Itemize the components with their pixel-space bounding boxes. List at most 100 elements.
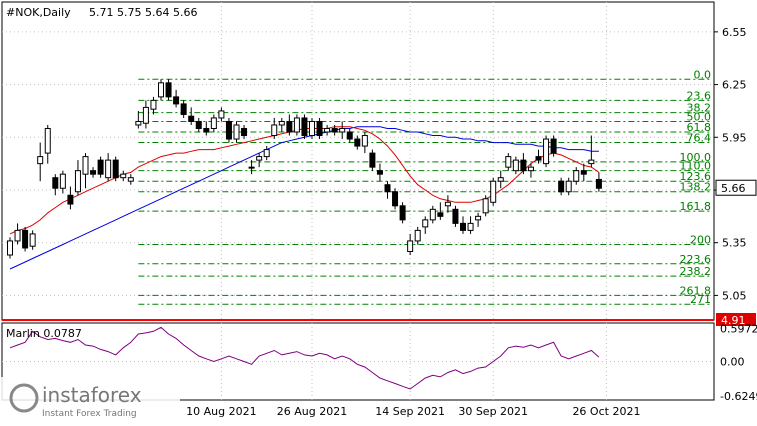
support-price-label: 4.91 [721, 314, 746, 327]
last-price-badge [715, 179, 757, 196]
candle-body [339, 127, 346, 133]
candle-body [52, 177, 59, 189]
fibo-level-label: 61.8 [687, 121, 712, 134]
candle-body [112, 159, 119, 179]
candle-body [105, 159, 112, 179]
candle-body [490, 180, 497, 203]
watermark-logo-icon [9, 383, 39, 413]
candle-body [505, 156, 512, 168]
x-tick-label: 26 Oct 2021 [572, 405, 640, 418]
candle-body [369, 152, 376, 168]
candle-body [354, 138, 361, 147]
candle-body [550, 138, 557, 154]
candle-body [59, 173, 66, 189]
candle-body [97, 159, 104, 175]
fibo-level-label: 110.0 [680, 160, 712, 173]
candle-body [203, 127, 210, 133]
fibo-level-label: 200 [690, 233, 711, 246]
candle-body [467, 222, 474, 231]
y-tick-label: 6.55 [722, 26, 747, 39]
candle-body [520, 159, 527, 172]
candle-body [241, 127, 248, 137]
oscillator-zero-label: 0.00 [720, 356, 745, 369]
fibo-level-label: 123.6 [680, 170, 712, 183]
candle-body [595, 178, 602, 189]
candle-body [535, 156, 542, 161]
symbol-label: #NOK,Daily [6, 6, 71, 19]
candle-body [414, 229, 421, 242]
candle-body [558, 180, 565, 193]
fibo-level-label: 271 [690, 293, 711, 306]
candle-body [90, 170, 97, 175]
oscillator-lower-label: -0.6249 [720, 390, 757, 403]
candle-body [580, 170, 587, 175]
x-tick-label: 10 Aug 2021 [186, 405, 256, 418]
indicator-label: Marlin 0.0787 [6, 327, 82, 340]
y-tick-label: 5.95 [722, 131, 747, 144]
candle-body [142, 106, 149, 124]
fibo-level-label: 238.2 [680, 265, 712, 278]
x-tick-label: 26 Aug 2021 [277, 405, 347, 418]
candle-body [278, 120, 285, 126]
candle-body [256, 156, 263, 161]
candle-body [29, 233, 36, 247]
watermark-brand: instaforex [42, 383, 142, 407]
candle-body [82, 156, 89, 175]
x-tick-label: 14 Sep 2021 [375, 405, 445, 418]
candle-body [74, 170, 81, 193]
y-tick-label: 5.35 [722, 237, 747, 250]
candle-body [437, 212, 444, 217]
candle-body [301, 117, 308, 137]
candle-body [218, 110, 225, 119]
fibo-level-label: 76.4 [687, 132, 712, 145]
candle-body [135, 120, 142, 126]
candle-body [180, 103, 187, 115]
candle-body [44, 127, 51, 154]
candle-body [565, 180, 572, 193]
candle-body [210, 117, 217, 129]
candle-body [14, 229, 21, 242]
candle-body [158, 82, 164, 98]
candle-body [7, 240, 13, 256]
fibo-level-label: 0.0 [694, 68, 712, 81]
candle-body [444, 201, 451, 207]
candle-body [361, 135, 368, 147]
candle-body [165, 82, 172, 98]
fibo-level-label: 38.2 [687, 102, 712, 115]
oscillator-line [9, 326, 600, 390]
candle-body [573, 170, 580, 182]
y-tick-label: 6.25 [722, 79, 747, 92]
fibo-level-label: 50.0 [687, 110, 712, 123]
candle-body [37, 156, 44, 165]
support-price-badge [716, 313, 756, 326]
candle-body [384, 184, 391, 193]
watermark-tagline: Instant Forex Trading [42, 409, 137, 419]
candle-body [309, 120, 315, 137]
price-panel [1, 1, 715, 321]
oscillator-upper-label: 0.5972 [720, 323, 757, 336]
candle-body [188, 115, 195, 122]
candle-body [195, 120, 202, 129]
x-tick-label: 30 Sep 2021 [458, 405, 528, 418]
fibo-level-label: 23.6 [687, 89, 712, 102]
ohlc-label: 5.71 5.75 5.64 5.66 [89, 6, 197, 19]
candle-body [248, 166, 255, 169]
candle-body [120, 173, 127, 179]
candle-body [407, 240, 414, 252]
fibo-level-label: 261.8 [680, 284, 712, 297]
candle-body [22, 229, 29, 249]
last-price-label: 5.66 [721, 182, 746, 195]
candle-body [392, 191, 399, 207]
candle-body [376, 170, 383, 175]
candle-body [497, 177, 504, 182]
candle-body [233, 124, 240, 140]
y-tick-label: 5.05 [722, 289, 747, 302]
candle-body [225, 120, 232, 140]
candle-body [482, 198, 489, 214]
candle-body [324, 127, 331, 133]
candle-body [429, 208, 436, 221]
candle-body [150, 99, 157, 110]
candle-body [452, 208, 459, 224]
